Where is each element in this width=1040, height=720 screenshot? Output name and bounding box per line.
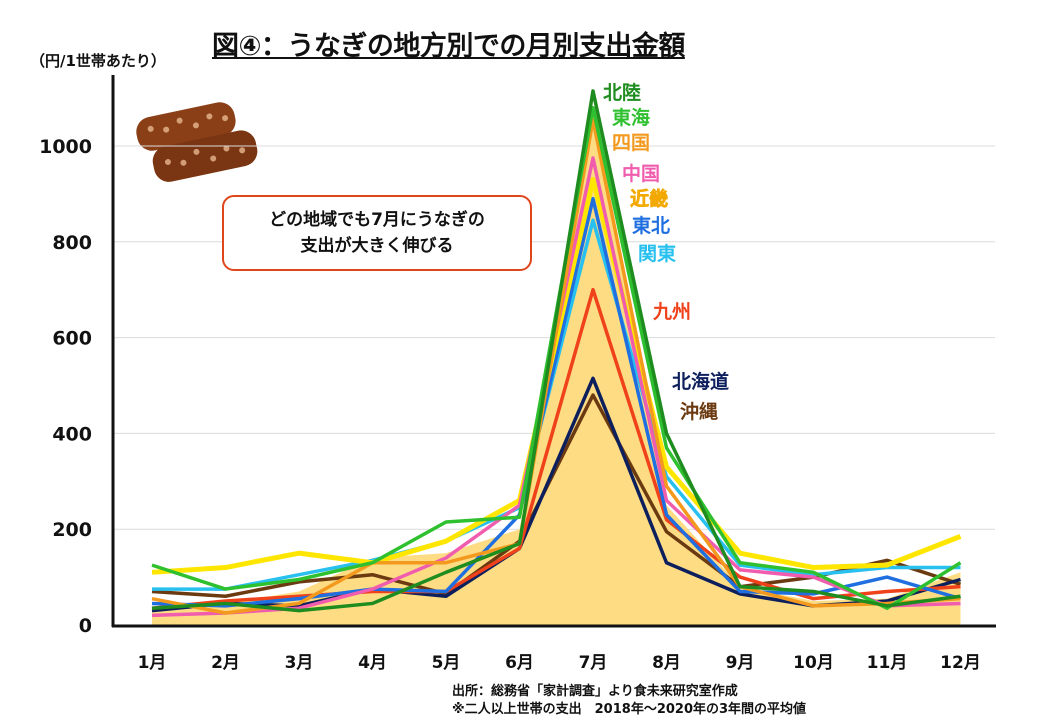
callout-line-2: 支出が大きく伸びる (300, 236, 454, 256)
y-tick-label: 600 (52, 328, 92, 350)
series-line-6 (151, 196, 961, 608)
series-label: 近畿 (630, 187, 668, 210)
y-tick-label: 200 (52, 519, 92, 541)
series-label: 東海 (612, 106, 650, 129)
x-tick-label: 8月 (652, 653, 681, 673)
series-label: 中国 (622, 162, 660, 185)
y-tick-label: 800 (52, 232, 92, 254)
x-tick-label: 2月 (211, 653, 240, 673)
y-tick-label: 400 (52, 423, 92, 445)
x-tick-label: 10月 (793, 653, 834, 673)
series-label: 九州 (652, 301, 691, 323)
series-label: 北陸 (603, 81, 641, 104)
series-label: 関東 (638, 242, 676, 265)
x-tick-label: 4月 (358, 653, 387, 673)
x-tick-label: 1月 (138, 653, 167, 673)
series-label: 東北 (632, 214, 670, 237)
callout-annotation: どの地域でも7月にうなぎの 支出が大きく伸びる (222, 195, 532, 271)
y-tick-label: 0 (79, 615, 92, 637)
y-tick-label: 1000 (39, 136, 92, 158)
grilled-eel-image (136, 102, 258, 182)
x-tick-label: 7月 (579, 653, 608, 673)
x-tick-label: 12月 (940, 653, 981, 673)
x-tick-label: 11月 (867, 653, 908, 673)
footnote: ※二人以上世帯の支出 2018年～2020年の3年間の平均値 (452, 702, 807, 717)
x-tick-label: 5月 (432, 653, 461, 673)
series-line-3 (151, 117, 961, 615)
chart-title: 図④：うなぎの地方別での月別支出金額 (212, 31, 685, 62)
series-label: 北海道 (672, 370, 729, 393)
series-line-8 (151, 287, 961, 610)
series-label: 沖縄 (680, 400, 718, 423)
area-fill (152, 117, 961, 625)
source-note: 出所：総務省「家計調査」より食未来研究室作成 (452, 684, 738, 699)
series-line-1 (151, 89, 961, 613)
x-tick-label: 9月 (726, 653, 755, 673)
y-axis-unit-label: （円/1世帯あたり） (30, 52, 166, 70)
series-label: 四国 (612, 132, 650, 154)
callout-line-1: どの地域でも7月にうなぎの (269, 210, 485, 230)
x-tick-label: 6月 (505, 653, 534, 673)
x-tick-label: 3月 (285, 653, 314, 673)
